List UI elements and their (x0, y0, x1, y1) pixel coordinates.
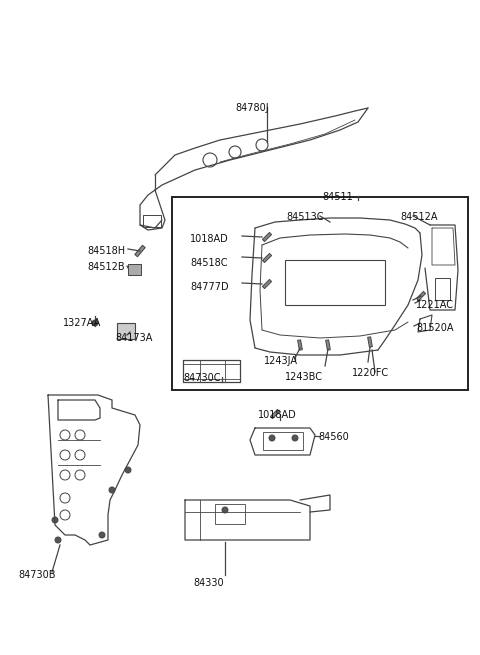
Bar (143, 215, 161, 227)
Bar (285, 260, 385, 305)
Text: 1243JA: 1243JA (264, 356, 298, 366)
Polygon shape (325, 340, 330, 350)
Polygon shape (263, 280, 272, 289)
Circle shape (92, 320, 98, 326)
Text: 84173A: 84173A (115, 333, 152, 343)
Bar (172, 197, 468, 390)
Text: 84512A: 84512A (400, 212, 437, 222)
Text: 1018AD: 1018AD (190, 234, 229, 244)
Bar (128, 264, 141, 275)
Bar (215, 504, 245, 524)
Text: 1018AD: 1018AD (258, 410, 297, 420)
Text: 84730C: 84730C (183, 373, 220, 383)
Circle shape (292, 435, 298, 441)
Circle shape (99, 532, 105, 538)
Text: 84511: 84511 (322, 192, 353, 202)
Polygon shape (298, 340, 302, 350)
Text: 81520A: 81520A (416, 323, 454, 333)
Polygon shape (270, 409, 279, 419)
Text: 84518C: 84518C (190, 258, 228, 268)
Bar (117, 323, 135, 339)
Text: 84512B: 84512B (87, 262, 125, 272)
Polygon shape (263, 253, 272, 263)
Polygon shape (417, 291, 426, 301)
Circle shape (55, 537, 61, 543)
Bar (263, 432, 303, 450)
Polygon shape (263, 233, 272, 242)
Text: 1221AC: 1221AC (416, 300, 454, 310)
Text: 84730B: 84730B (18, 570, 56, 580)
Text: 84777D: 84777D (190, 282, 228, 292)
Circle shape (109, 487, 115, 493)
Text: 84518H: 84518H (87, 246, 125, 256)
Circle shape (269, 435, 275, 441)
Text: 84780J: 84780J (235, 103, 269, 113)
Polygon shape (135, 245, 145, 257)
Text: 84560: 84560 (318, 432, 349, 442)
Text: 1243BC: 1243BC (285, 372, 323, 382)
Circle shape (52, 517, 58, 523)
Text: 84513C: 84513C (286, 212, 324, 222)
Polygon shape (368, 337, 372, 347)
Text: 1220FC: 1220FC (352, 368, 389, 378)
Circle shape (125, 467, 131, 473)
Text: 1327AA: 1327AA (63, 318, 101, 328)
Circle shape (222, 507, 228, 513)
Text: 84330: 84330 (193, 578, 224, 588)
Bar (435, 278, 450, 300)
